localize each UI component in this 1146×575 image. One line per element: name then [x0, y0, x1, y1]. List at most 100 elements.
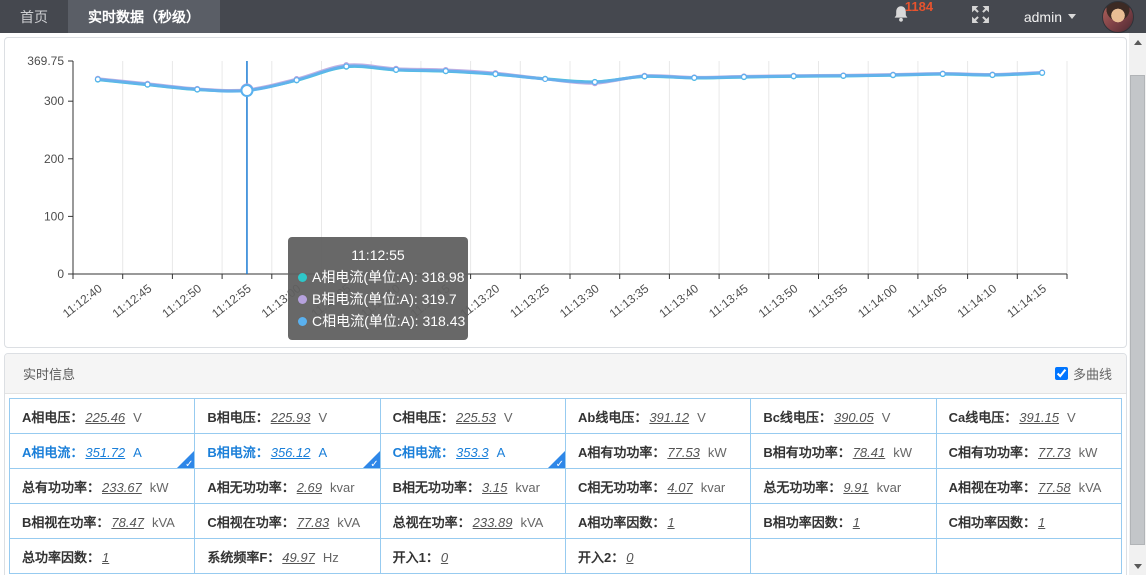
measurement-cell[interactable]: C相有功功率： 77.73 kW: [935, 433, 1123, 469]
selected-corner-icon: [547, 451, 565, 468]
measurement-value-link[interactable]: 1: [667, 514, 675, 530]
tab-home[interactable]: 首页: [20, 8, 48, 25]
measurement-cell[interactable]: A相视在功率： 77.58 kVA: [935, 468, 1123, 504]
scrollbar-up-arrow-icon[interactable]: [1129, 33, 1146, 50]
page-scrollbar[interactable]: [1129, 33, 1146, 575]
measurement-cell[interactable]: A相电流： 351.72 A ✓: [8, 433, 196, 469]
measurement-unit: V: [881, 409, 891, 425]
measurement-label: 总视在功率：: [392, 514, 471, 530]
measurement-unit: V: [318, 409, 328, 425]
selected-corner-icon: [362, 451, 380, 468]
measurement-cell[interactable]: B相有功功率： 78.41 kW: [750, 433, 937, 469]
topbar-spacer: [220, 0, 893, 33]
avatar[interactable]: [1102, 0, 1134, 33]
table-row: A相电流： 351.72 A ✓ B相电流： 356.12 A ✓ C相电流： 353.3 A ✓ A相…: [8, 433, 1123, 469]
measurement-cell[interactable]: 总有功功率： 233.67 kW: [8, 468, 196, 504]
measurement-value-link[interactable]: 356.12: [270, 444, 311, 460]
svg-text:11:14:15: 11:14:15: [1004, 281, 1049, 320]
user-menu-label: admin: [1023, 8, 1062, 25]
measurement-value-link[interactable]: 233.89: [472, 514, 513, 530]
measurement-cell[interactable]: Ca线电压： 391.15 V: [935, 398, 1123, 434]
measurement-value-link[interactable]: 390.05: [833, 409, 874, 425]
measurement-cell[interactable]: C相视在功率： 77.83 kVA: [194, 503, 381, 539]
measurement-value-link[interactable]: 78.47: [111, 514, 144, 530]
svg-text:11:13:50: 11:13:50: [756, 281, 801, 320]
measurement-label: A相功率因数：: [577, 514, 666, 530]
svg-text:11:13:15: 11:13:15: [408, 281, 453, 320]
measurement-cell[interactable]: Ab线电压： 391.12 V: [564, 398, 752, 434]
measurement-cell[interactable]: B相功率因数： 1: [750, 503, 937, 539]
measurement-value-link[interactable]: 1: [102, 549, 110, 565]
user-menu[interactable]: admin: [1024, 0, 1076, 33]
scrollbar-thumb[interactable]: [1130, 75, 1145, 545]
measurement-value-link[interactable]: 77.83: [296, 514, 330, 530]
line-chart[interactable]: 0 100 200 300 369.75 11:12:40 11:12:45 11:12:50…: [5, 38, 1126, 347]
tab-realtime-data[interactable]: 实时数据（秒级）: [68, 0, 220, 33]
measurement-value-link[interactable]: 3.15: [482, 479, 508, 495]
measurement-value-link[interactable]: 391.15: [1019, 409, 1060, 425]
measurement-label: 开入2：: [577, 549, 625, 565]
measurement-value-link[interactable]: 77.73: [1038, 444, 1071, 460]
measurement-value-link[interactable]: 225.46: [85, 409, 126, 425]
measurement-value-link[interactable]: 77.53: [667, 444, 700, 460]
measurement-cell[interactable]: 系统频率F： 49.97 Hz: [194, 538, 381, 574]
svg-text:11:12:55: 11:12:55: [209, 281, 254, 320]
measurement-value-link[interactable]: 351.72: [85, 444, 126, 460]
measurement-cell[interactable]: A相无功功率： 2.69 kvar: [194, 468, 381, 504]
measurement-cell[interactable]: C相电流： 353.3 A ✓: [379, 433, 566, 469]
measurement-value-link[interactable]: 77.58: [1038, 479, 1071, 495]
measurement-label: Ab线电压：: [577, 409, 648, 425]
measurement-unit: kVA: [520, 514, 544, 530]
measurement-cell[interactable]: C相无功功率： 4.07 kvar: [564, 468, 752, 504]
measurement-unit: kW: [1078, 444, 1098, 460]
measurement-cell[interactable]: A相功率因数： 1: [564, 503, 752, 539]
measurement-label: A相视在功率：: [948, 479, 1037, 495]
fullscreen-icon: [971, 5, 990, 29]
measurement-value-link[interactable]: 1: [1038, 514, 1046, 530]
measurement-cell[interactable]: 开入1： 0: [379, 538, 566, 574]
measurement-value-link[interactable]: 78.41: [852, 444, 886, 460]
measurement-cell[interactable]: 总无功功率： 9.91 kvar: [750, 468, 937, 504]
svg-text:11:14:10: 11:14:10: [955, 281, 1000, 320]
measurement-value-link[interactable]: 49.97: [282, 549, 315, 565]
measurement-unit: kvar: [330, 479, 355, 495]
measurement-cell[interactable]: A相有功功率： 77.53 kW: [564, 433, 752, 469]
measurement-value-link[interactable]: 0: [440, 549, 449, 565]
measurement-cell[interactable]: A相电压： 225.46 V: [8, 398, 196, 434]
svg-text:11:13:40: 11:13:40: [656, 281, 701, 320]
measurement-unit: kW: [893, 444, 913, 460]
fullscreen-button[interactable]: [971, 0, 990, 33]
multi-curve-checkbox[interactable]: [1054, 367, 1068, 380]
measurement-cell[interactable]: B相电流： 356.12 A ✓: [194, 433, 381, 469]
measurement-cell[interactable]: B相视在功率： 78.47 kVA: [8, 503, 196, 539]
measurement-cell[interactable]: C相功率因数： 1: [935, 503, 1123, 539]
measurement-value-link[interactable]: 2.69: [296, 479, 323, 495]
measurement-unit: Hz: [322, 549, 339, 565]
multi-curve-toggle[interactable]: 多曲线: [1054, 364, 1112, 383]
chevron-down-icon: [1068, 14, 1076, 23]
measurement-unit: kW: [707, 444, 727, 460]
measurement-cell[interactable]: C相电压： 225.53 V: [379, 398, 566, 434]
measurement-cell[interactable]: 总功率因数： 1: [8, 538, 196, 574]
measurement-value-link[interactable]: 233.67: [102, 479, 142, 495]
measurement-value-link[interactable]: 225.93: [270, 409, 311, 425]
measurement-label: 开入1：: [392, 549, 439, 565]
notifications-button[interactable]: 1184: [893, 0, 933, 33]
measurement-cell[interactable]: 开入2： 0: [564, 538, 752, 574]
measurement-unit: kvar: [515, 479, 540, 495]
measurement-cell[interactable]: B相无功功率： 3.15 kvar: [379, 468, 566, 504]
measurement-cell[interactable]: B相电压： 225.93 V: [194, 398, 381, 434]
measurement-label: A相电压：: [22, 409, 84, 425]
measurement-cell[interactable]: Bc线电压： 390.05 V: [750, 398, 937, 434]
measurement-value-link[interactable]: 4.07: [667, 479, 693, 495]
measurement-value-link[interactable]: 353.3: [456, 444, 489, 460]
measurement-value-link[interactable]: 391.12: [649, 409, 690, 425]
svg-text:11:13:30: 11:13:30: [557, 281, 602, 320]
measurement-value-link[interactable]: 1: [852, 514, 860, 530]
measurement-value-link[interactable]: 225.53: [456, 409, 496, 425]
measurement-value-link[interactable]: 0: [626, 549, 634, 565]
scrollbar-down-arrow-icon[interactable]: [1129, 558, 1146, 575]
measurement-cell[interactable]: 总视在功率： 233.89 kVA: [379, 503, 566, 539]
measurement-unit: kW: [149, 479, 169, 495]
measurement-value-link[interactable]: 9.91: [843, 479, 869, 495]
